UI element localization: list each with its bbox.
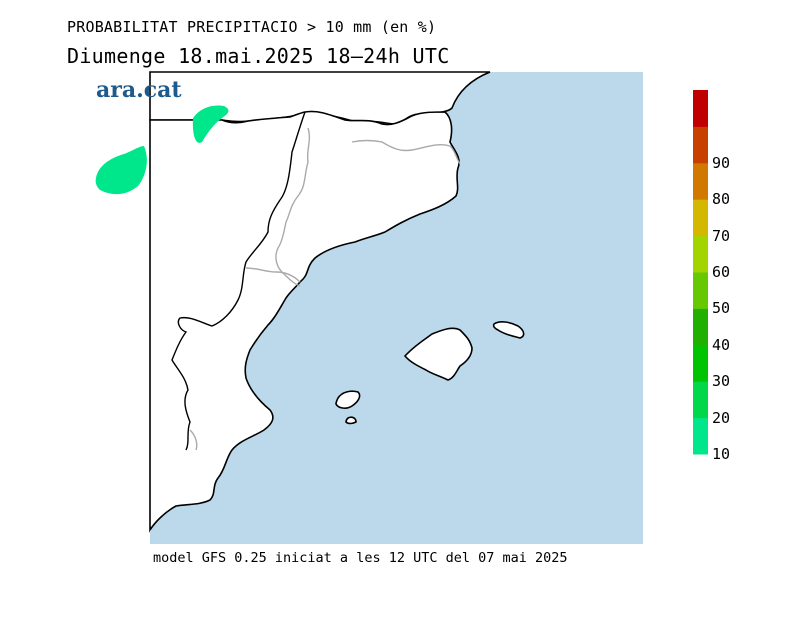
precip-area-west (95, 146, 147, 195)
colorbar-segment (693, 272, 708, 309)
colorbar-segment (693, 126, 708, 164)
island-formentera (345, 416, 357, 425)
colorbar-label: 60 (712, 263, 731, 281)
colorbar-label: 50 (712, 299, 731, 318)
colorbar-segment (693, 344, 708, 382)
colorbar-segment (693, 235, 708, 273)
border-andorra-france (351, 139, 461, 165)
island-mallorca (403, 327, 473, 381)
land-iberia (149, 110, 460, 533)
ara-cat-logo: ara.cat (96, 77, 182, 103)
colorbar-segment (693, 90, 708, 127)
colorbar-segment (693, 381, 708, 419)
colorbar (693, 90, 708, 455)
colorbar-label: 30 (712, 372, 731, 391)
border-aragon-valencia (245, 267, 301, 283)
colorbar-label: 10 (712, 445, 731, 463)
island-ibiza (335, 390, 361, 409)
colorbar-segment (693, 199, 708, 237)
colorbar-label: 20 (712, 408, 731, 427)
colorbar-segment (693, 417, 708, 455)
colorbar-segment (693, 308, 708, 346)
coast-west-interior (171, 111, 306, 451)
colorbar-label: 90 (712, 153, 731, 172)
map-subtitle-date: Diumenge 18.mai.2025 18–24h UTC (67, 44, 450, 68)
island-menorca (492, 321, 525, 339)
colorbar-segment (693, 162, 708, 200)
colorbar-label: 80 (712, 190, 731, 209)
border-south (189, 429, 198, 451)
precip-area-pyrenees (192, 105, 229, 143)
colorbar-label: 70 (712, 226, 731, 245)
colorbar-label: 40 (712, 335, 731, 354)
model-run-footer: model GFS 0.25 iniciat a les 12 UTC del … (153, 550, 568, 566)
map-title: PROBABILITAT PRECIPITACIO > 10 mm (en %) (67, 18, 437, 36)
sea-south (150, 530, 160, 544)
